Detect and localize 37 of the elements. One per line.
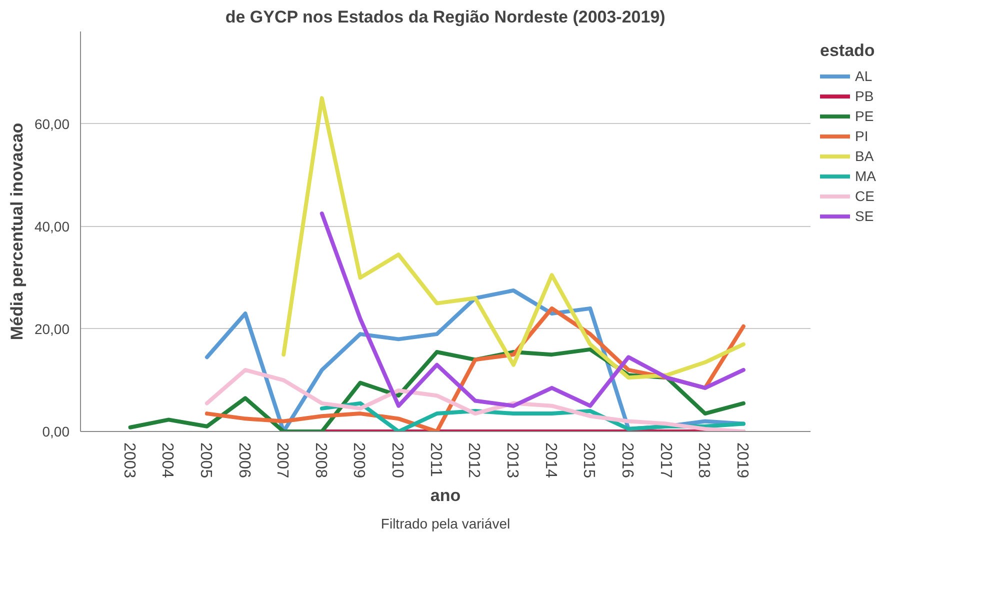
- legend-title: estado: [820, 41, 876, 61]
- y-tick-label: 40,00: [34, 218, 70, 234]
- x-tick-label: 2012: [465, 442, 482, 478]
- legend-label: AL: [855, 68, 874, 84]
- x-tick-label: 2007: [274, 442, 291, 478]
- line-series: [204, 368, 746, 432]
- x-tick-label: 2016: [618, 442, 636, 478]
- x-tick-label: 2010: [388, 442, 406, 478]
- y-tick-label: 20,00: [34, 320, 70, 337]
- line-series: [320, 212, 746, 408]
- x-tick-label: 2003: [120, 442, 138, 478]
- x-tick-label: 2017: [656, 442, 674, 478]
- legend-label: SE: [855, 208, 875, 224]
- text: Filtrado pela variável: [380, 516, 510, 532]
- y-axis-title: Média percentual inovacao: [7, 122, 26, 340]
- legend-label: PE: [855, 108, 875, 124]
- x-tick-label: 2004: [158, 442, 176, 478]
- x-tick-label: 2011: [426, 442, 444, 478]
- x-tick-label: 2009: [350, 442, 368, 478]
- x-tick-label: 2015: [580, 442, 598, 478]
- x-tick-label: 2018: [695, 442, 712, 478]
- x-tick-label: 2006: [235, 442, 252, 478]
- x-tick-label: 2013: [504, 442, 521, 478]
- legend-label: PI: [855, 128, 870, 144]
- y-tick-label: 60,00: [34, 116, 70, 132]
- x-tick-label: 2008: [312, 442, 329, 478]
- y-tick-label: 0,00: [42, 424, 70, 440]
- legend-label: BA: [855, 148, 875, 164]
- x-tick-label: 2005: [196, 442, 214, 478]
- legend-label: PB: [855, 88, 875, 104]
- x-axis-title: ano: [430, 486, 461, 506]
- x-tick-label: 2014: [542, 442, 559, 478]
- line-series: [282, 96, 746, 380]
- legend-label: CE: [855, 188, 875, 204]
- x-tick-label: 2019: [733, 442, 750, 478]
- legend-label: MA: [855, 168, 876, 184]
- chart-title: de GYCP nos Estados da Região Nordeste (2003-2019): [225, 8, 666, 26]
